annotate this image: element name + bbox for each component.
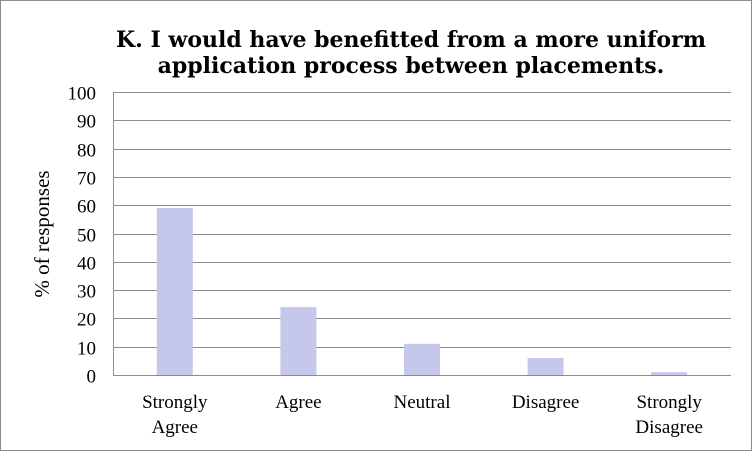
x-tick-label-2: Neutral — [394, 392, 451, 413]
y-tick-label-90: 90 — [77, 112, 96, 133]
y-tick-label-100: 100 — [68, 84, 97, 105]
bars — [156, 208, 688, 375]
y-tick-label-0: 0 — [87, 367, 97, 388]
y-axis-ticks: 0 10 20 30 40 50 60 70 80 90 100 — [68, 84, 97, 388]
gridlines — [113, 92, 731, 376]
y-tick-label-40: 40 — [77, 254, 96, 275]
x-tick-label-4-line-1: Disagree — [635, 417, 703, 438]
y-tick-label-20: 20 — [77, 310, 96, 331]
x-tick-label-0: Strongly Agree — [142, 392, 208, 438]
chart-title-line-2: application process between placements. — [158, 53, 665, 79]
x-tick-label-3-line-0: Disagree — [512, 392, 580, 413]
y-tick-label-80: 80 — [77, 141, 96, 162]
chart-title-line-1: K. I would have benefitted from a more u… — [116, 27, 706, 53]
y-tick-label-60: 60 — [77, 197, 96, 218]
x-tick-label-1-line-0: Agree — [275, 392, 321, 413]
bar-2 — [404, 343, 440, 375]
x-tick-label-0-line-0: Strongly — [142, 392, 208, 413]
y-tick-label-50: 50 — [77, 226, 96, 247]
bar-4 — [651, 372, 688, 375]
y-tick-label-70: 70 — [77, 169, 96, 190]
x-tick-label-1: Agree — [275, 392, 321, 413]
bar-1 — [280, 307, 317, 375]
x-tick-label-4: Strongly Disagree — [635, 392, 703, 438]
y-axis-title: % of responses — [30, 170, 54, 297]
bar-3 — [527, 358, 564, 375]
x-tick-label-2-line-0: Neutral — [394, 392, 451, 413]
x-tick-label-0-line-1: Agree — [152, 417, 198, 438]
bar-0 — [156, 208, 193, 375]
y-tick-label-10: 10 — [77, 339, 96, 360]
chart-title: K. I would have benefitted from a more u… — [116, 27, 706, 79]
x-tick-label-4-line-0: Strongly — [636, 392, 702, 413]
y-tick-label-30: 30 — [77, 282, 96, 303]
x-tick-label-3: Disagree — [512, 392, 580, 413]
